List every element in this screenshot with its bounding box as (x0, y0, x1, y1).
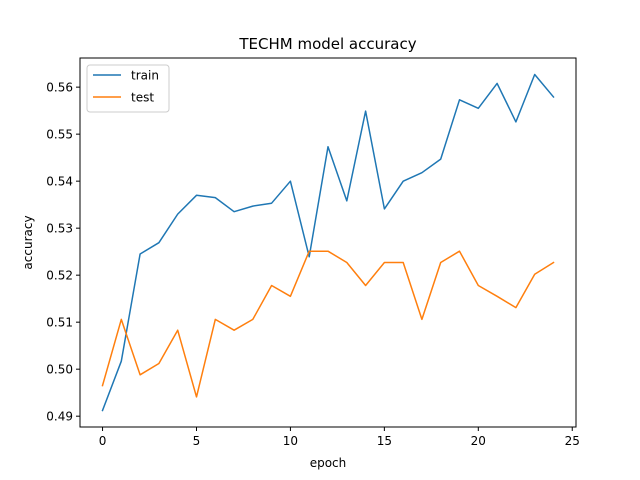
y-tick-label: 0.50 (46, 363, 73, 377)
x-tick-label: 20 (471, 434, 486, 448)
y-tick-label: 0.55 (46, 128, 73, 142)
y-tick-label: 0.49 (46, 410, 73, 424)
plot-area: 0 5 10 15 20 25 0.49 0.50 0.51 0.52 0.53 0.54 0.55 0.… (46, 57, 580, 448)
legend-box (86, 64, 170, 113)
axes-frame (79, 57, 577, 428)
series-lines (101, 73, 555, 412)
series-line-train (101, 73, 555, 412)
series-line-test (101, 250, 555, 398)
y-tick-label: 0.51 (46, 316, 73, 330)
y-axis-label: accuracy (21, 215, 35, 269)
chart-title: TECHM model accuracy (238, 35, 416, 53)
y-tick-label: 0.52 (46, 269, 73, 283)
x-tick-label: 25 (565, 434, 580, 448)
y-tick-label: 0.54 (46, 175, 73, 189)
legend-label-test: test (131, 91, 154, 105)
legend-label-train: train (131, 69, 159, 83)
legend: train test (86, 64, 170, 113)
x-tick-label: 0 (99, 434, 107, 448)
axis-ticks: 0 5 10 15 20 25 0.49 0.50 0.51 0.52 0.53 0.54 0.55 0.… (46, 81, 580, 448)
x-tick-label: 15 (377, 434, 392, 448)
x-tick-label: 5 (193, 434, 201, 448)
x-axis-label: epoch (310, 456, 347, 470)
y-tick-label: 0.56 (46, 81, 73, 95)
x-tick-label: 10 (283, 434, 298, 448)
y-tick-label: 0.53 (46, 222, 73, 236)
